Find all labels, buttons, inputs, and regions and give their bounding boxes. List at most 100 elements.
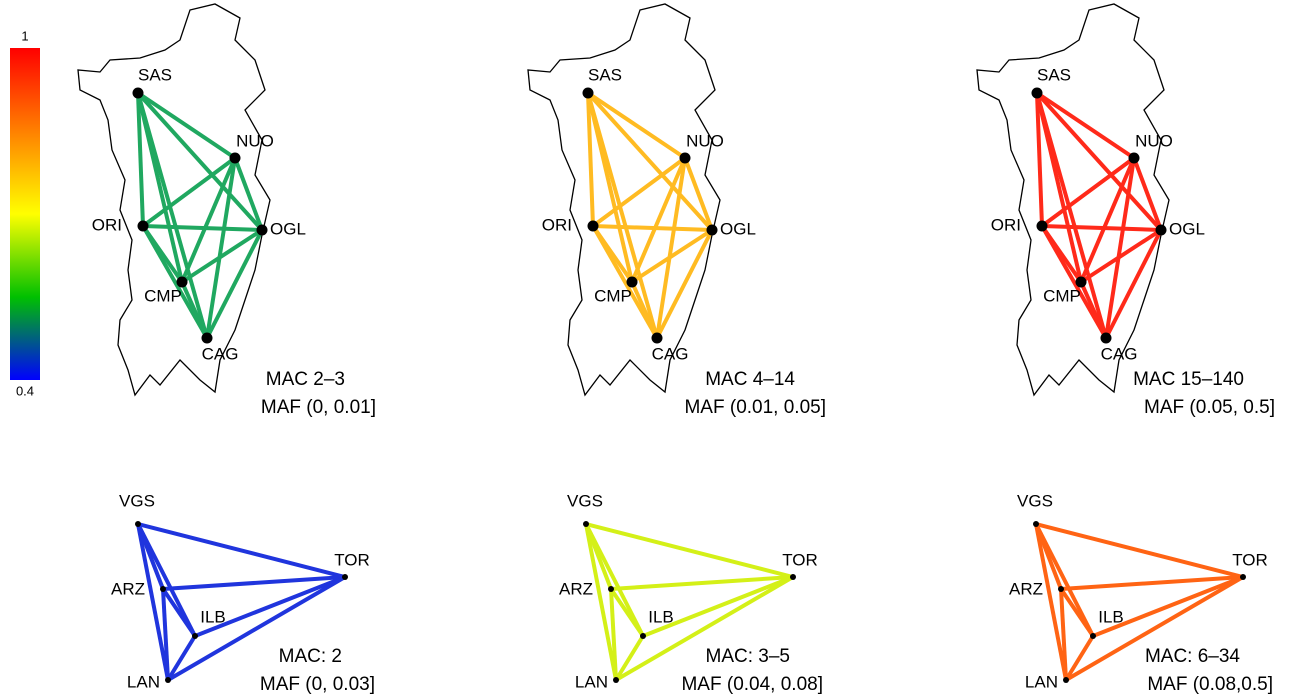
edge: [591, 156, 687, 228]
edge: [180, 281, 209, 339]
mac-label: MAC: 3–5: [706, 646, 790, 667]
edge: [585, 522, 794, 579]
node-label: ILB: [648, 607, 674, 626]
island-outline: [976, 3, 1170, 397]
node: [706, 224, 718, 236]
node-label: ORI: [92, 215, 122, 234]
node-label: LAN: [1025, 672, 1058, 691]
edge: [614, 575, 795, 682]
node: [1058, 586, 1064, 592]
edge: [642, 575, 794, 638]
edge: [609, 587, 645, 638]
node-label: ARZ: [559, 579, 593, 598]
edge: [1079, 157, 1136, 283]
island-outline: [77, 3, 271, 397]
node: [1100, 332, 1112, 344]
mac-label: MAC 2–3: [266, 369, 345, 390]
edge: [136, 523, 197, 637]
node: [192, 633, 198, 639]
edge: [180, 228, 264, 284]
node-label: ILB: [1098, 607, 1124, 626]
node: [176, 276, 188, 288]
node: [1063, 677, 1069, 683]
node: [132, 87, 144, 99]
node: [229, 152, 241, 164]
node: [679, 152, 691, 164]
edge: [610, 575, 794, 591]
node: [1090, 633, 1096, 639]
edge: [584, 523, 618, 681]
edge: [141, 156, 237, 228]
edge: [655, 229, 714, 339]
edge: [136, 92, 145, 227]
network-panel: VGS TOR ARZ ILB LAN MAC: 3–5 MAF (0.04, 0.08]: [559, 491, 823, 695]
maf-label: MAF (0.05, 0.5]: [1144, 397, 1275, 418]
edge: [592, 224, 713, 232]
node-label: VGS: [567, 491, 603, 510]
edge: [1060, 575, 1244, 591]
mac-label: MAC 4–14: [705, 369, 795, 390]
mac-label: MAC 15–140: [1133, 369, 1244, 390]
node-label: TOR: [334, 550, 370, 569]
node: [201, 332, 213, 344]
node: [1128, 152, 1140, 164]
edge: [136, 91, 264, 232]
edge: [1035, 91, 1163, 232]
node-label: CAG: [1101, 344, 1138, 363]
edge: [136, 523, 170, 681]
node-label: VGS: [119, 491, 155, 510]
edge: [630, 281, 659, 339]
edge: [205, 157, 237, 339]
maf-label: MAF (0.01, 0.05]: [684, 397, 826, 418]
node-label: NUO: [1135, 131, 1173, 150]
edge: [1041, 224, 1162, 232]
node-label: SAS: [588, 65, 622, 84]
map-panel: SAS NUO ORI OGL CMP CAG MAC 4–14 MAF (0.01, 0.0…: [527, 3, 826, 418]
node: [1033, 521, 1039, 527]
colorbar: [10, 48, 40, 380]
node-label: TOR: [1232, 550, 1268, 569]
edge: [586, 91, 687, 160]
edge: [1035, 522, 1244, 579]
node: [1155, 224, 1167, 236]
node: [583, 521, 589, 527]
node: [1075, 276, 1087, 288]
maf-label: MAF (0, 0.01]: [261, 397, 376, 418]
node: [640, 633, 646, 639]
edge: [162, 575, 346, 591]
edge: [586, 91, 714, 232]
edge: [683, 157, 714, 231]
node: [165, 677, 171, 683]
node: [1240, 574, 1246, 580]
edge: [1059, 587, 1095, 638]
node-label: VGS: [1017, 491, 1053, 510]
edge: [586, 92, 595, 227]
edge: [1064, 575, 1245, 682]
mac-label: MAC: 2: [279, 646, 342, 667]
node-label: ILB: [200, 607, 226, 626]
node-label: ORI: [542, 215, 572, 234]
edge: [1040, 225, 1108, 339]
node: [790, 574, 796, 580]
edge: [584, 523, 645, 637]
edge: [1079, 281, 1108, 339]
edge: [1064, 634, 1095, 682]
edge: [136, 91, 237, 160]
node: [135, 521, 141, 527]
edge: [1059, 588, 1068, 681]
edge: [609, 588, 618, 681]
node: [582, 87, 594, 99]
edge: [180, 157, 237, 283]
mac-label: MAC: 6–34: [1145, 646, 1240, 667]
edge: [141, 225, 209, 339]
edge: [1079, 228, 1163, 284]
island-outline: [527, 3, 721, 397]
node-label: CMP: [144, 286, 182, 305]
node-label: LAN: [575, 672, 608, 691]
node: [160, 586, 166, 592]
network-panel: VGS TOR ARZ ILB LAN MAC: 6–34 MAF (0.08,0.5]: [1009, 491, 1273, 695]
node-label: CAG: [652, 344, 689, 363]
edge: [161, 588, 170, 681]
edge: [137, 522, 346, 579]
